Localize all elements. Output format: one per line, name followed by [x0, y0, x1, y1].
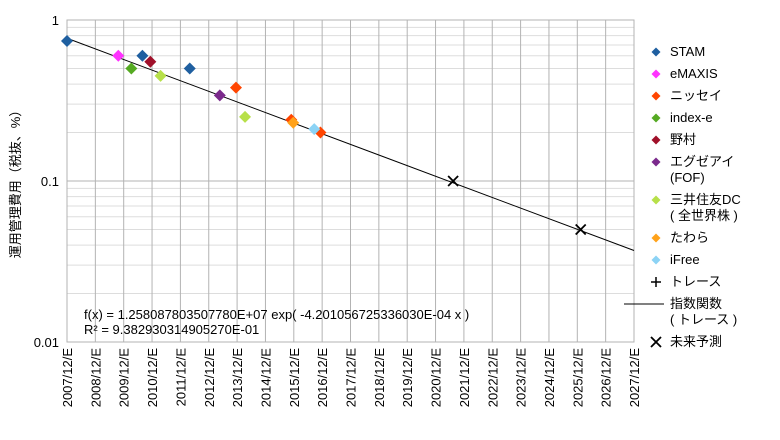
x-tick-label: 2014/12/E [258, 348, 273, 408]
x-tick-label: 2027/12/E [627, 348, 642, 408]
point [154, 69, 167, 82]
legend-label: ニッセイ [670, 88, 723, 103]
point [651, 91, 661, 101]
point [447, 175, 459, 187]
point [213, 89, 226, 102]
legend-entry: たわら [648, 230, 778, 246]
legend-label: 未来予測 [670, 334, 723, 349]
x-tick-label: 2023/12/E [514, 348, 529, 408]
point [229, 81, 242, 94]
x-tick-label: 2013/12/E [230, 348, 245, 408]
legend-entry: トレース [648, 274, 778, 290]
x-tick-label: 2024/12/E [542, 348, 557, 408]
y-tick-label: 0.1 [41, 174, 59, 189]
x-tick-label: 2020/12/E [429, 348, 444, 408]
legend-label: eMAXIS [670, 66, 718, 81]
point [61, 35, 73, 48]
point [575, 223, 587, 236]
legend-marker [651, 157, 661, 167]
legend-entry: STAM [648, 44, 778, 60]
legend-marker [651, 47, 661, 57]
y-tick-label: 1 [52, 13, 59, 28]
point [125, 62, 138, 75]
legend-marker [651, 195, 661, 205]
legend-entry: ニッセイ [648, 88, 778, 104]
legend-label: 指数関数 ( トレース ) [670, 296, 738, 327]
legend-marker [651, 277, 661, 287]
legend-label: index-e [670, 110, 713, 125]
legend-marker [651, 113, 661, 123]
annotation: R² = 9.382930314905270E-01 [84, 322, 259, 337]
legend: STAM eMAXIS ニッセイ index-e 野村エグゼアイ (FOF) 三井住友DC… [624, 44, 778, 356]
legend-label: トレース [670, 274, 722, 289]
legend-label: エグゼアイ (FOF) [670, 154, 735, 185]
legend-entry: 指数関数 ( トレース ) [624, 296, 778, 328]
x-tick-label: 2025/12/E [570, 348, 585, 408]
point [112, 49, 125, 62]
x-tick-label: 2012/12/E [202, 348, 217, 408]
legend-label: 野村 [670, 132, 697, 147]
x-tick-label: 2008/12/E [88, 348, 103, 408]
point [651, 113, 661, 123]
legend-marker [651, 91, 661, 101]
point [651, 255, 661, 265]
legend-entry: 未来予測 [648, 334, 778, 350]
point [651, 277, 661, 287]
legend-marker [624, 303, 664, 305]
legend-marker [651, 233, 661, 243]
x-tick-label: 2011/12/E [173, 348, 188, 407]
x-tick-label: 2018/12/E [372, 348, 387, 408]
legend-label: 三井住友DC ( 全世界株 ) [670, 192, 741, 223]
x-tick-label: 2017/12/E [344, 348, 359, 408]
x-tick-label: 2009/12/E [117, 348, 132, 408]
point [239, 110, 252, 123]
point [651, 135, 661, 145]
legend-entry: エグゼアイ (FOF) [648, 154, 778, 186]
point [136, 49, 149, 62]
point [287, 116, 300, 129]
point [308, 123, 321, 136]
x-tick-label: 2019/12/E [400, 348, 415, 408]
legend-marker [651, 255, 661, 265]
point [314, 126, 327, 139]
y-axis-label: 運用管理費用（税抜、%） [8, 104, 23, 259]
legend-marker [651, 69, 661, 79]
legend-entry: iFree [648, 252, 778, 268]
x-tick-label: 2022/12/E [485, 348, 500, 408]
point [650, 336, 662, 348]
point [651, 157, 661, 167]
annotation: f(x) = 1.258087803507780E+07 exp( -4.201… [84, 307, 469, 322]
legend-entry: eMAXIS [648, 66, 778, 82]
x-tick-label: 2007/12/E [60, 348, 75, 408]
legend-entry: 三井住友DC ( 全世界株 ) [648, 192, 778, 224]
point [144, 55, 157, 68]
y-tick-label: 0.01 [34, 335, 59, 350]
point [651, 69, 661, 79]
legend-entry: 野村 [648, 132, 778, 148]
x-tick-label: 2016/12/E [315, 348, 330, 408]
legend-label: iFree [670, 252, 700, 267]
point [183, 62, 196, 75]
legend-entry: index-e [648, 110, 778, 126]
point [651, 195, 661, 205]
x-tick-label: 2021/12/E [457, 348, 472, 408]
x-tick-label: 2026/12/E [599, 348, 614, 408]
x-tick-label: 2010/12/E [145, 348, 160, 408]
point [651, 47, 661, 57]
legend-marker [650, 336, 662, 348]
point [651, 233, 661, 243]
legend-label: STAM [670, 44, 706, 59]
legend-label: たわら [670, 230, 710, 245]
x-tick-label: 2015/12/E [287, 348, 302, 408]
legend-marker [651, 135, 661, 145]
plot-frame [66, 19, 635, 343]
